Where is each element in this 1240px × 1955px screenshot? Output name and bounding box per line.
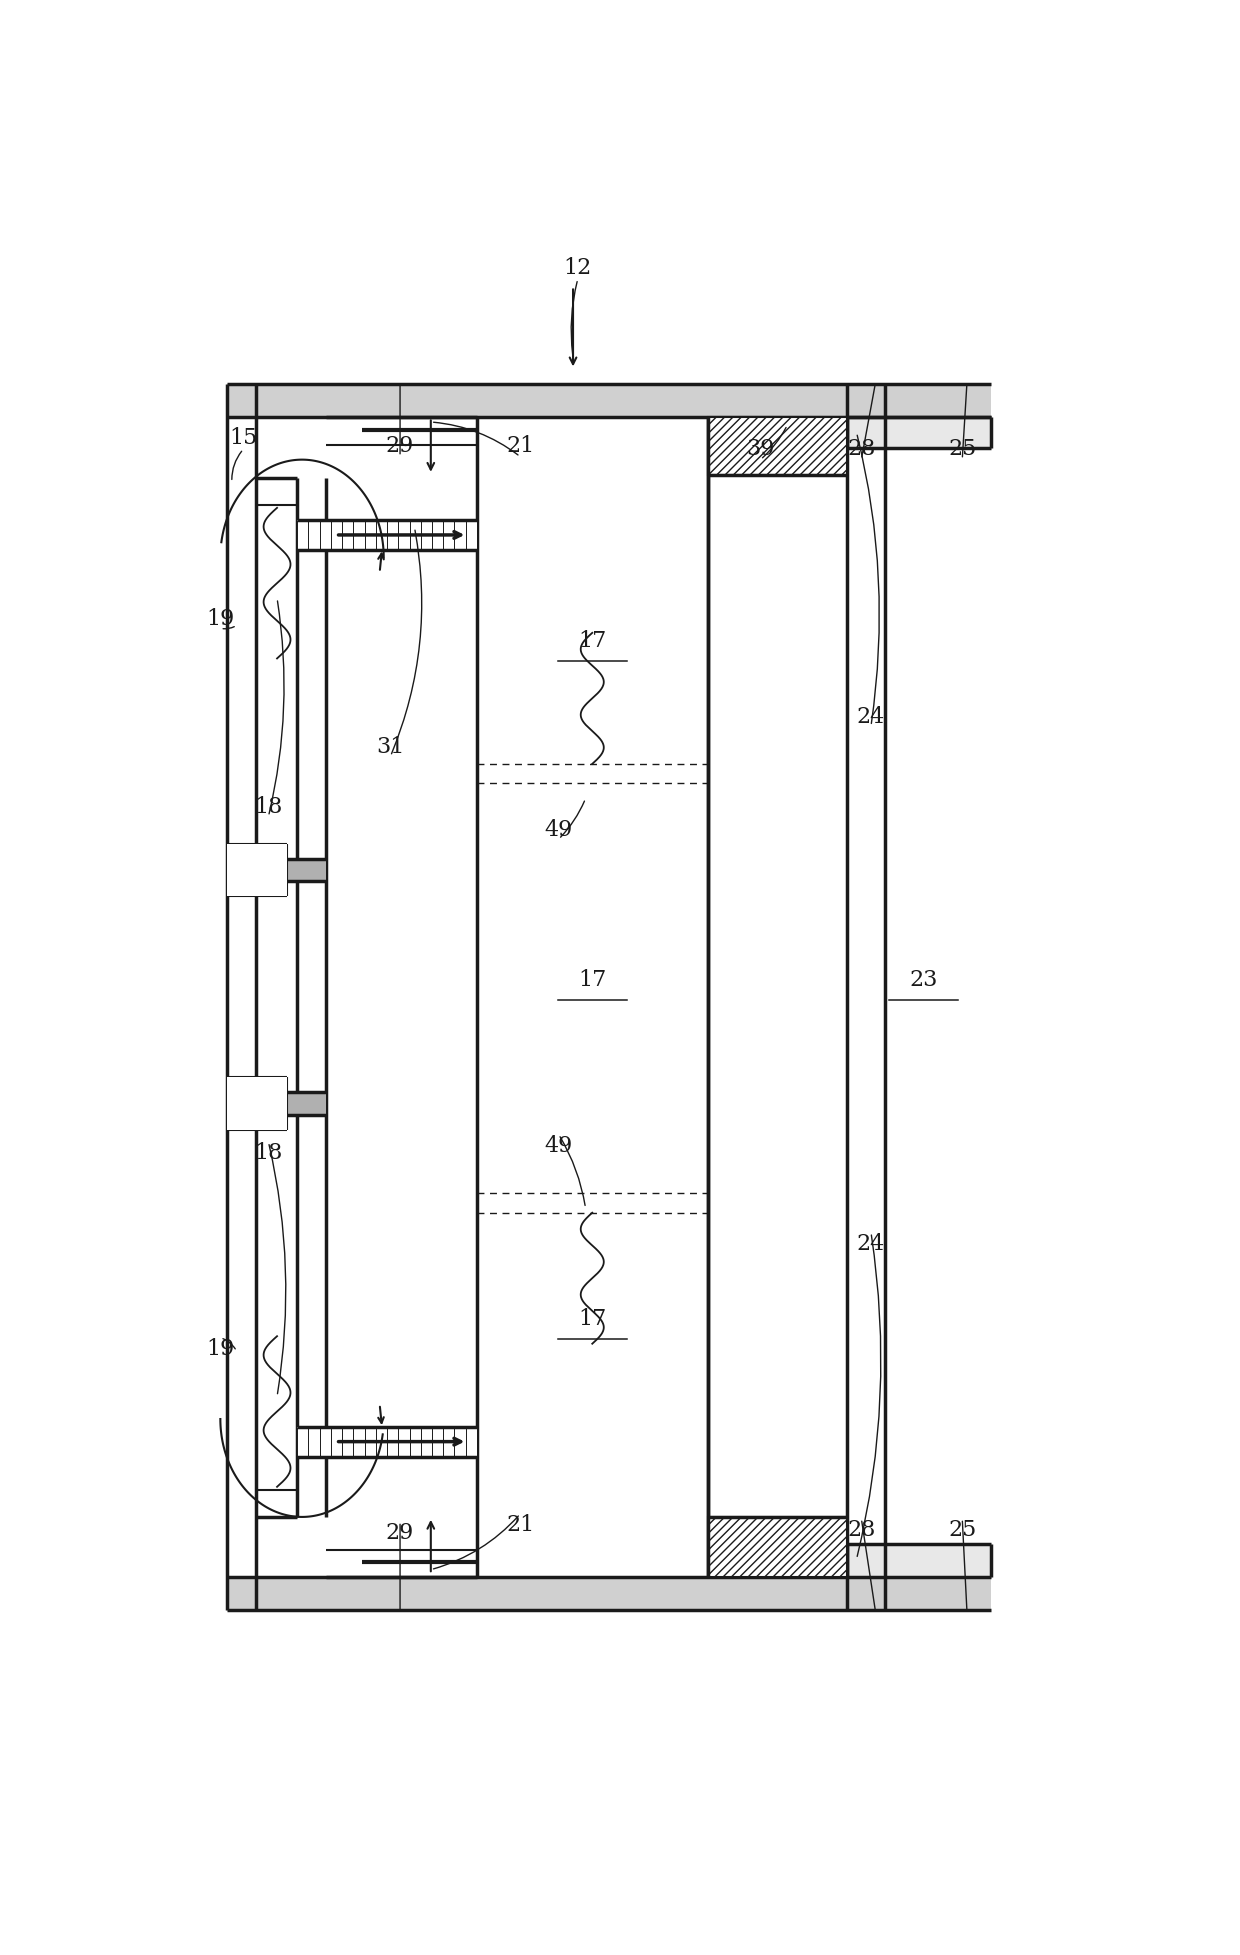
Bar [227,1578,991,1611]
Text: 28: 28 [847,438,875,459]
Text: 31: 31 [376,735,404,757]
Text: 19: 19 [206,608,234,630]
Text: 23: 23 [910,970,937,991]
Text: 49: 49 [544,1134,573,1155]
Text: 25: 25 [949,1519,976,1541]
Bar [847,1544,991,1578]
Text: 24: 24 [857,706,885,727]
Bar [227,1077,286,1130]
Text: 17: 17 [578,970,606,991]
Text: 29: 29 [386,434,414,456]
Text: 17: 17 [578,630,606,653]
Text: 49: 49 [544,819,573,841]
Text: 39: 39 [746,438,775,459]
Text: 18: 18 [254,796,283,817]
Text: 25: 25 [949,438,976,459]
Bar [227,845,286,897]
Bar [255,1093,326,1114]
Bar [298,1427,477,1456]
Text: 12: 12 [564,256,591,280]
Text: 29: 29 [386,1521,414,1542]
Text: 28: 28 [847,1519,875,1541]
Text: 19: 19 [206,1337,234,1359]
Bar [708,1517,847,1578]
Bar [255,860,326,882]
Bar [847,418,991,448]
Text: 21: 21 [506,1513,534,1537]
Bar [227,385,991,418]
Bar [298,520,477,551]
Text: 21: 21 [506,434,534,456]
Text: 18: 18 [254,1142,283,1163]
Text: 15: 15 [229,426,258,450]
Text: 24: 24 [857,1232,885,1255]
Text: 17: 17 [578,1308,606,1329]
Bar [708,418,847,475]
